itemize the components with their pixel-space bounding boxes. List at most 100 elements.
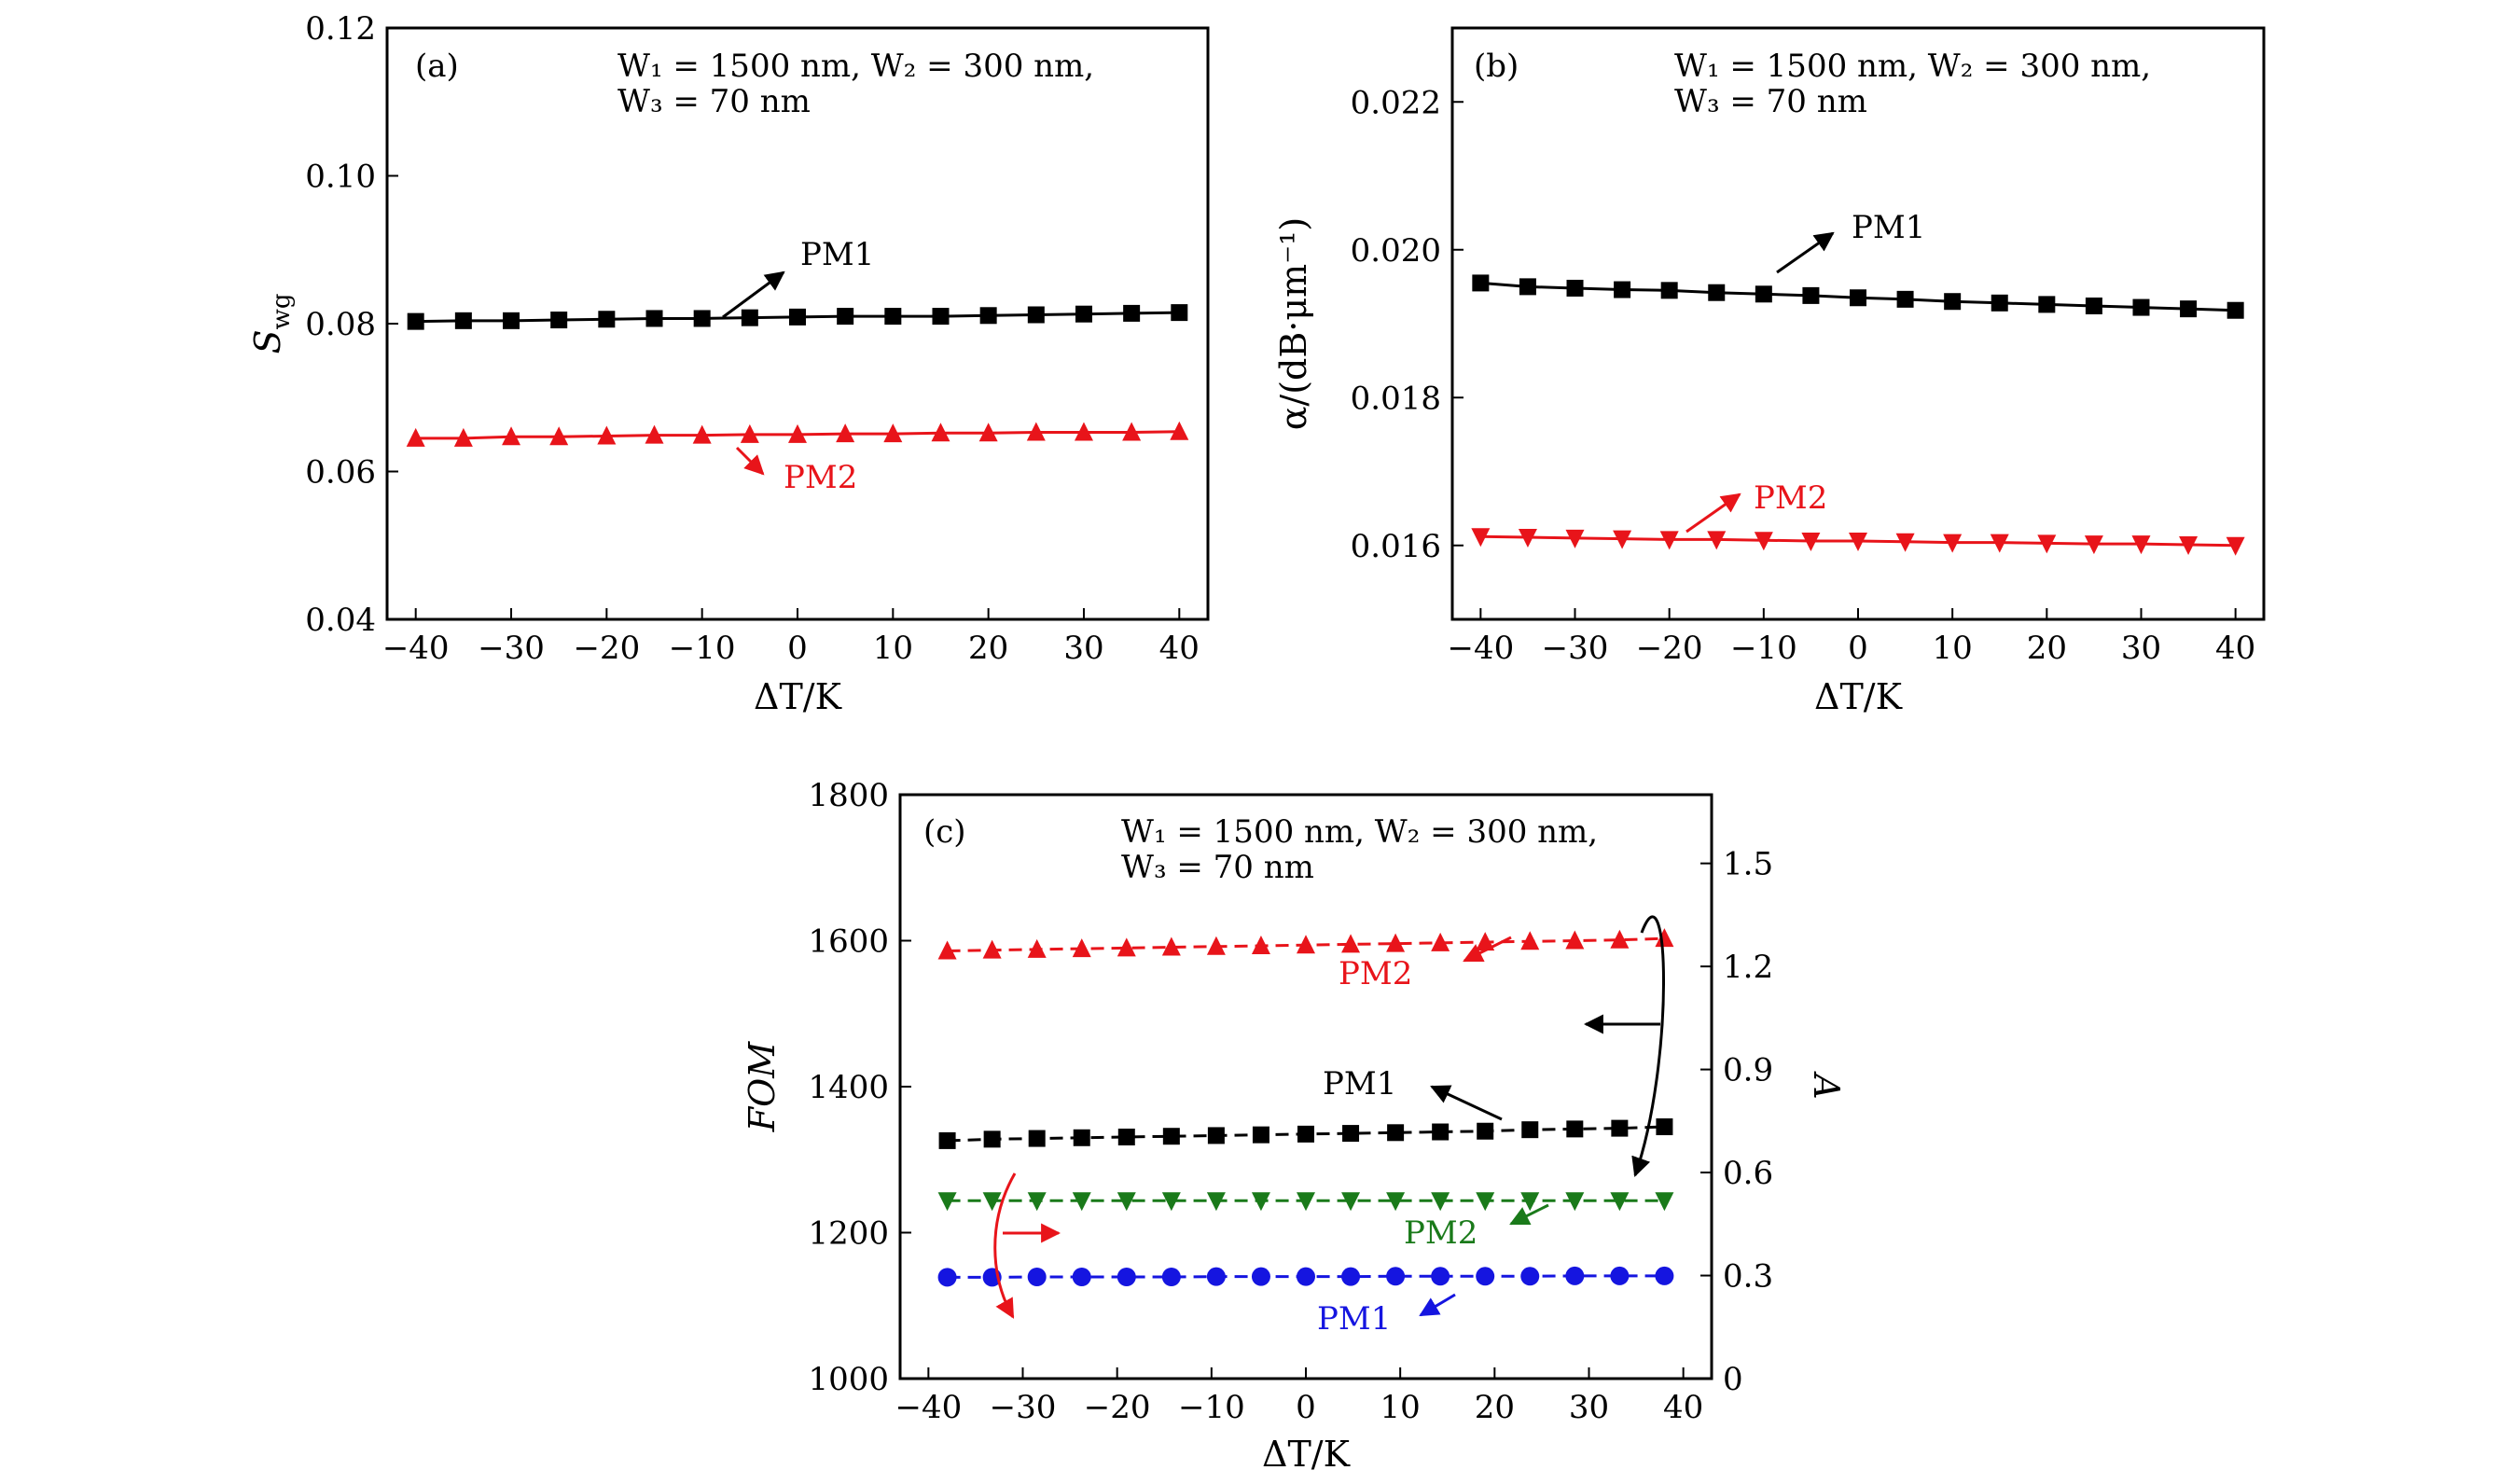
data-point [1297,935,1315,954]
data-point [1386,1267,1406,1286]
y-tick-label: 1400 [808,1069,889,1106]
data-point [1026,422,1046,441]
data-point [937,1268,957,1287]
data-point [1206,1267,1226,1286]
x-tick-label: −30 [478,630,545,667]
data-point [1297,1267,1315,1286]
data-point [1027,306,1045,324]
data-point [1565,529,1585,548]
data-point [1613,530,1632,549]
y-tick-label: 0.06 [305,454,376,492]
data-point [1520,931,1540,950]
x-tick-label: 30 [2121,630,2161,667]
data-point [1117,1128,1135,1145]
data-point [1072,1268,1091,1287]
data-point [1342,1125,1360,1143]
x-axis-title: ΔT/K [754,676,842,717]
y-axis-title: α/(dB·μm⁻¹) [1273,217,1314,430]
data-point [1476,1192,1495,1212]
data-point [2132,298,2150,316]
data-point [2226,301,2244,319]
x-tick-label: −20 [1636,630,1703,667]
y-tick-label: 0.018 [1351,380,1441,417]
x-tick-label: −40 [1447,630,1514,667]
data-point [1896,290,1914,308]
panel-c: −40 −30 −20 −10 0 10 20 30 40 1000 1200 1400 1600 180… [742,777,1847,1475]
data-point [1386,1192,1406,1212]
y-tick-label: 0.12 [305,10,376,48]
y-tick-label: 0.016 [1351,528,1441,565]
axis-ticks: −40 −30 −20 −10 0 10 20 30 40 0.016 0.018 0.020 0.02… [1351,84,2256,667]
data-point [1341,934,1361,953]
data-point [1472,274,1490,292]
data-point [1297,1125,1314,1143]
param-text-line2: W₃ = 70 nm [1121,849,1314,886]
data-point [503,312,520,329]
series-label-pm1: PM1 [800,236,874,273]
data-point [1802,286,1820,304]
data-point [979,307,997,325]
data-point [1755,285,1772,303]
panel-label: (a) [415,48,459,85]
pm2-fom-arrow [1463,936,1512,963]
data-point [983,1130,1001,1148]
data-point [931,423,950,442]
y-tick-label: 0.10 [305,159,376,196]
right-axis-indicator-curve [993,1172,1017,1319]
y-tick-label: 0.08 [305,306,376,343]
y-right-tick-label: 0 [1723,1361,1743,1398]
x-axis-title: ΔT/K [1262,1434,1351,1475]
data-point [1251,1192,1270,1212]
data-point [1610,1266,1630,1285]
data-point [1801,532,1821,551]
data-point [407,312,424,330]
data-point [1027,1192,1047,1212]
x-tick-label: 0 [1848,630,1868,667]
data-point [1206,936,1226,955]
data-point [1656,1118,1673,1136]
data-point [1944,293,1962,311]
data-point [883,423,903,443]
pm2-arrow [735,446,765,476]
data-point [1207,1127,1225,1144]
data-point [1565,1192,1585,1212]
x-tick-label: −40 [382,630,450,667]
series-label-pm2: PM2 [1754,479,1827,517]
data-point [982,939,1002,959]
x-tick-label: −30 [1542,630,1609,667]
data-point [1075,305,1092,323]
data-point [1991,294,2008,312]
x-tick-label: 40 [1663,1389,1703,1426]
data-point [1117,937,1136,957]
data-point [1566,1120,1584,1138]
data-point [1161,936,1181,956]
data-point [1072,1192,1091,1212]
x-tick-label: −20 [573,630,640,667]
param-text-line1: W₁ = 1500 nm, W₂ = 300 nm, [1674,48,2151,85]
data-point [1117,1192,1136,1212]
data-point [1122,422,1142,441]
data-point [1660,282,1678,299]
data-point [938,1131,956,1149]
series-label-pm2-fom: PM2 [1339,955,1412,992]
data-point [1251,935,1270,954]
data-point [692,424,712,444]
data-point [550,312,568,329]
data-point [1341,1267,1361,1286]
data-point [2084,535,2103,555]
data-point [1251,1267,1270,1286]
x-tick-label: 10 [1933,630,1973,667]
data-point [1252,1126,1269,1144]
data-point [2179,535,2199,555]
data-point [1027,938,1047,958]
data-point [1476,1267,1495,1286]
data-point [1611,1119,1629,1137]
y-tick-label: 1000 [808,1361,889,1398]
data-point [1117,1268,1136,1287]
x-tick-label: 0 [1296,1389,1316,1426]
data-point [1707,531,1727,550]
panel-label: (c) [923,813,966,851]
x-tick-label: 10 [873,630,913,667]
pm1-fom-arrow [1430,1085,1503,1121]
